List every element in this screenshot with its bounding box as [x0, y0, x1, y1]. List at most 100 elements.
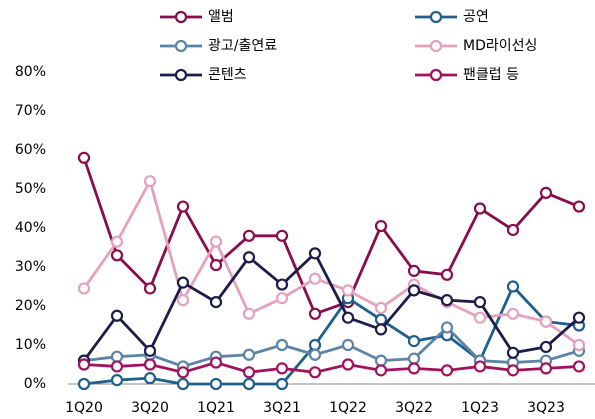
y-tick-label: 80% — [15, 64, 46, 80]
point — [440, 268, 454, 281]
point — [143, 372, 157, 385]
point — [110, 374, 124, 387]
y-tick-label: 20% — [15, 298, 46, 314]
point — [110, 235, 124, 248]
point — [506, 307, 520, 320]
point — [539, 340, 553, 354]
point — [176, 200, 190, 213]
point — [341, 311, 355, 324]
point — [341, 338, 355, 352]
point — [242, 251, 256, 264]
point — [308, 247, 322, 260]
point — [473, 202, 487, 215]
point — [209, 377, 223, 391]
point — [374, 219, 388, 233]
x-tick-label: 1Q21 — [197, 400, 235, 416]
point — [506, 346, 520, 359]
point — [275, 292, 289, 305]
point — [539, 186, 553, 199]
legend-marker — [429, 39, 443, 53]
point — [440, 364, 454, 377]
point — [209, 356, 223, 369]
legend-label: 공연 — [463, 9, 489, 25]
legend-label: 앨범 — [208, 9, 234, 25]
legend-marker — [429, 10, 443, 24]
point — [539, 315, 553, 328]
point — [407, 264, 421, 277]
point — [374, 323, 388, 336]
point — [506, 223, 520, 237]
point — [242, 348, 256, 361]
point — [209, 235, 223, 248]
legend-marker — [174, 10, 188, 24]
x-tick-label: 1Q23 — [461, 400, 499, 416]
series-line — [83, 284, 580, 386]
point — [473, 311, 487, 324]
series-line — [82, 251, 580, 362]
y-tick-label: 40% — [15, 220, 46, 236]
legend-marker — [174, 39, 188, 53]
point — [110, 360, 124, 373]
x-tick-label: 3Q21 — [263, 400, 301, 416]
point — [506, 280, 520, 293]
legend-marker — [174, 68, 188, 82]
point — [242, 229, 256, 242]
point — [275, 338, 289, 352]
point — [572, 311, 586, 324]
point — [176, 377, 190, 391]
x-tick-label: 3Q20 — [131, 400, 169, 416]
y-tick-label: 10% — [15, 337, 46, 353]
point — [308, 338, 322, 352]
point — [209, 296, 223, 309]
x-tick-label: 3Q23 — [527, 400, 565, 416]
legend-label: 팬클럽 등 — [463, 67, 519, 83]
point — [242, 307, 256, 320]
legend-marker — [429, 68, 443, 82]
point — [407, 335, 421, 348]
y-tick-label: 60% — [15, 142, 46, 158]
point — [341, 284, 355, 297]
point — [374, 301, 388, 315]
x-tick-label: 1Q20 — [65, 400, 103, 416]
point — [407, 284, 421, 297]
point — [407, 352, 421, 365]
point — [374, 364, 388, 377]
point — [341, 358, 355, 371]
series-line — [83, 325, 580, 368]
point — [275, 229, 289, 242]
point — [572, 360, 586, 373]
point — [473, 360, 487, 373]
y-tick-label: 50% — [15, 181, 46, 197]
point — [407, 362, 421, 375]
point — [77, 358, 91, 371]
point — [209, 258, 223, 272]
point — [308, 348, 322, 361]
point — [506, 364, 520, 377]
point — [110, 350, 124, 363]
point — [275, 362, 289, 375]
point — [242, 366, 256, 379]
series-line — [82, 157, 580, 316]
y-tick-label: 0% — [24, 376, 46, 392]
point — [539, 362, 553, 375]
point — [308, 366, 322, 379]
legend-label: MD라이선싱 — [463, 38, 537, 54]
point — [110, 309, 124, 322]
point — [308, 272, 322, 285]
point — [143, 358, 157, 371]
x-tick-label: 1Q22 — [329, 400, 367, 416]
point — [143, 175, 157, 188]
point — [77, 282, 91, 295]
x-tick-label: 3Q22 — [395, 400, 433, 416]
point — [275, 377, 289, 391]
point — [572, 338, 586, 352]
point — [440, 294, 454, 307]
legend-label: 콘텐츠 — [208, 67, 247, 83]
point — [176, 276, 190, 289]
point — [374, 354, 388, 367]
point — [572, 200, 586, 213]
point — [473, 296, 487, 309]
y-tick-label: 70% — [15, 103, 46, 119]
legend-label: 광고/출연료 — [208, 38, 277, 54]
